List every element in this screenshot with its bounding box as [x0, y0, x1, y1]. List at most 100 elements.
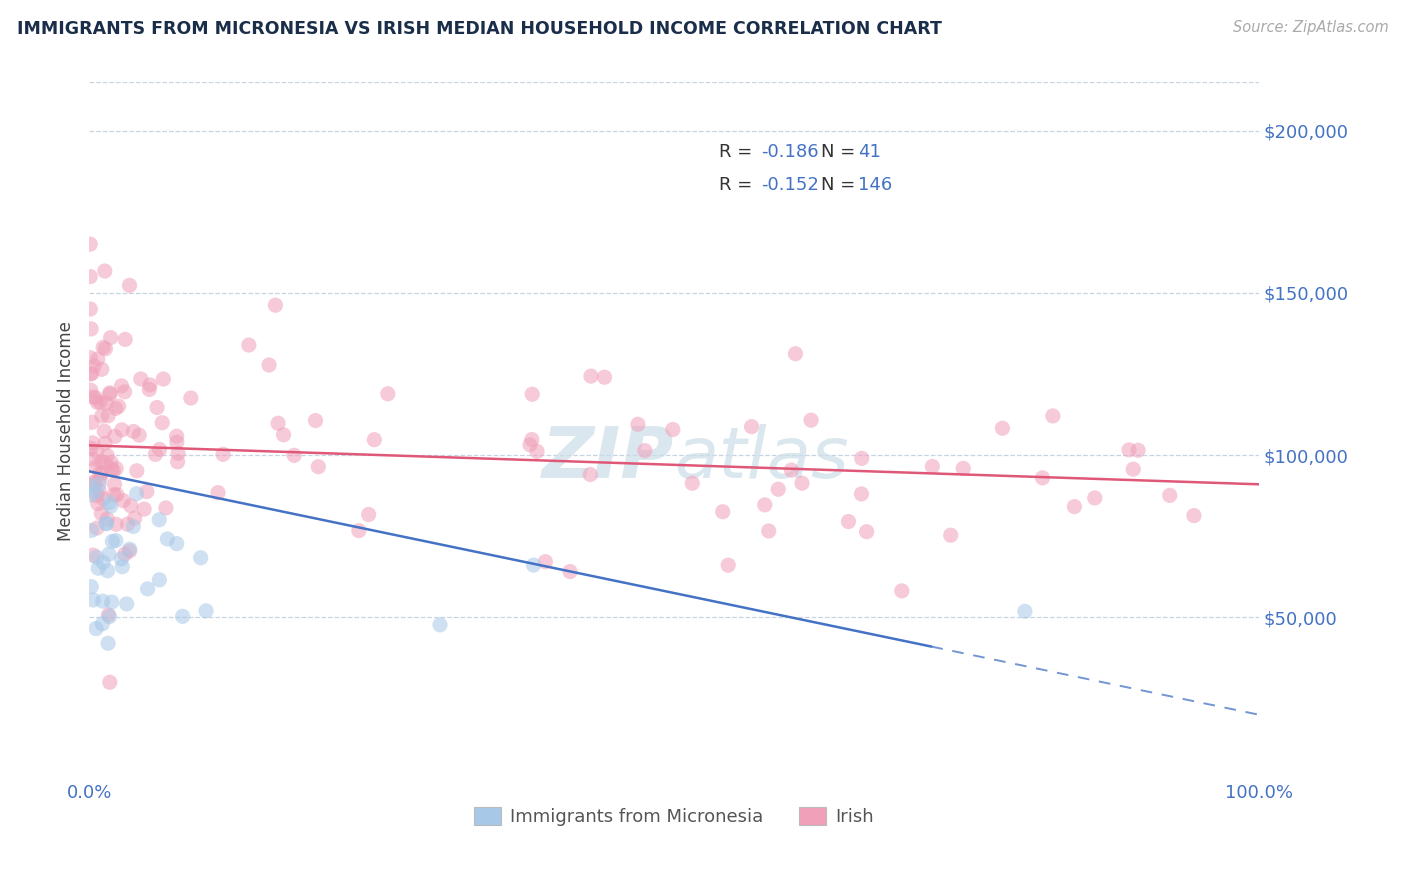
- Point: [146, 401, 169, 415]
- Text: 41: 41: [858, 143, 882, 161]
- Point: [1159, 488, 1181, 502]
- Point: [80, 442, 103, 456]
- Point: [579, 369, 602, 384]
- Point: [167, 446, 190, 460]
- Point: [89, 472, 111, 486]
- Point: [741, 419, 763, 434]
- Point: [128, 428, 150, 442]
- Point: [125, 486, 148, 500]
- Point: [166, 429, 188, 443]
- Point: [80, 580, 103, 594]
- Point: [80, 383, 103, 397]
- Point: [347, 524, 370, 538]
- Point: [79, 237, 101, 252]
- Point: [837, 515, 859, 529]
- Point: [90, 455, 112, 469]
- Point: [429, 617, 451, 632]
- Point: [377, 386, 399, 401]
- Point: [139, 378, 162, 392]
- Point: [129, 372, 152, 386]
- Point: [273, 427, 295, 442]
- Point: [790, 476, 813, 491]
- Point: [79, 367, 101, 381]
- Point: [1031, 471, 1053, 485]
- Point: [96, 512, 118, 526]
- Point: [212, 447, 235, 461]
- Point: [80, 488, 103, 502]
- Point: [148, 442, 170, 457]
- Point: [91, 491, 114, 506]
- Point: [96, 564, 118, 578]
- Point: [80, 524, 103, 538]
- Point: [1122, 462, 1144, 476]
- Point: [84, 391, 107, 405]
- Point: [122, 425, 145, 439]
- Point: [115, 597, 138, 611]
- Point: [82, 390, 104, 404]
- Point: [97, 636, 120, 650]
- Point: [97, 409, 120, 423]
- Point: [93, 424, 115, 438]
- Point: [96, 396, 118, 410]
- Point: [124, 511, 146, 525]
- Point: [534, 555, 557, 569]
- Point: [138, 383, 160, 397]
- Point: [80, 367, 103, 381]
- Point: [190, 550, 212, 565]
- Point: [105, 488, 128, 502]
- Point: [100, 331, 122, 345]
- Point: [1014, 604, 1036, 618]
- Text: Source: ZipAtlas.com: Source: ZipAtlas.com: [1233, 20, 1389, 35]
- Point: [283, 448, 305, 462]
- Point: [100, 455, 122, 469]
- Point: [84, 459, 107, 474]
- Point: [82, 436, 104, 450]
- Point: [87, 497, 110, 511]
- Point: [1042, 409, 1064, 423]
- Point: [1126, 443, 1149, 458]
- Point: [758, 524, 780, 538]
- Point: [579, 467, 602, 482]
- Y-axis label: Median Household Income: Median Household Income: [58, 321, 75, 541]
- Point: [103, 463, 125, 477]
- Point: [86, 489, 108, 503]
- Point: [155, 500, 177, 515]
- Point: [90, 507, 112, 521]
- Point: [87, 477, 110, 491]
- Point: [304, 413, 326, 427]
- Point: [1063, 500, 1085, 514]
- Point: [98, 387, 121, 401]
- Point: [111, 559, 134, 574]
- Point: [86, 521, 108, 535]
- Point: [117, 517, 139, 532]
- Point: [780, 463, 803, 477]
- Point: [82, 593, 104, 607]
- Point: [103, 477, 125, 491]
- Point: [94, 264, 117, 278]
- Point: [104, 429, 127, 443]
- Point: [91, 616, 114, 631]
- Point: [238, 338, 260, 352]
- Point: [136, 582, 159, 596]
- Point: [114, 384, 136, 399]
- Point: [307, 459, 329, 474]
- Point: [97, 547, 120, 561]
- Point: [112, 493, 135, 508]
- Point: [519, 438, 541, 452]
- Point: [134, 502, 156, 516]
- Point: [79, 479, 101, 493]
- Point: [785, 347, 807, 361]
- Point: [91, 340, 114, 354]
- Point: [83, 476, 105, 491]
- Point: [100, 463, 122, 477]
- Point: [94, 342, 117, 356]
- Point: [105, 517, 128, 532]
- Point: [104, 533, 127, 548]
- Point: [114, 547, 136, 561]
- Point: [855, 524, 877, 539]
- Text: N =: N =: [821, 177, 862, 194]
- Point: [627, 417, 650, 432]
- Point: [94, 516, 117, 531]
- Legend: Immigrants from Micronesia, Irish: Immigrants from Micronesia, Irish: [467, 799, 882, 833]
- Point: [180, 391, 202, 405]
